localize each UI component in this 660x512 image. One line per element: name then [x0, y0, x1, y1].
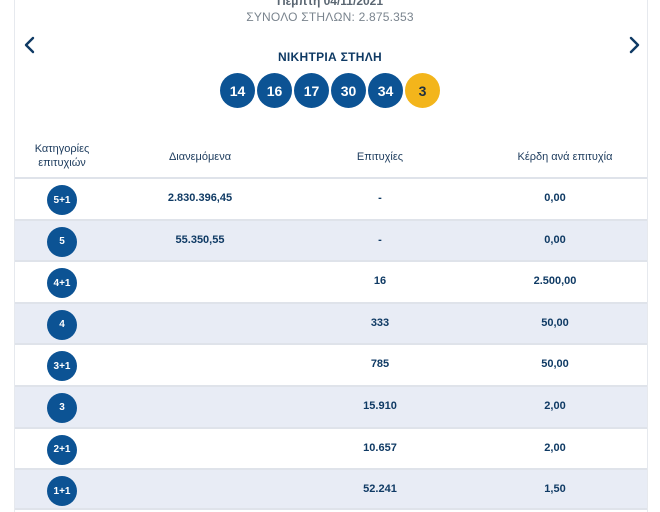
- number-ball: 16: [257, 73, 292, 108]
- prize-value: 2,00: [544, 399, 566, 412]
- distributed-value: [155, 262, 245, 301]
- chevron-right-icon: [629, 36, 640, 54]
- header-prize: Κέρδη ανά επιτυχία: [517, 151, 613, 163]
- prize-value: 2.500,00: [533, 275, 577, 288]
- prize-value: 0,00: [544, 192, 566, 204]
- prize-value: 0,00: [544, 233, 566, 246]
- previous-draw-button[interactable]: [18, 33, 42, 57]
- table-row: 5+1 2.830.396,45 - 0,00: [15, 177, 647, 219]
- table-row: 2+1 10.657 2,00: [15, 426, 647, 469]
- distributed-value: [155, 345, 245, 384]
- category-badge: 4+1: [47, 268, 77, 299]
- header-winners: Επιτυχίες: [356, 151, 404, 163]
- prize-value: 1,50: [544, 483, 566, 496]
- number-ball: 17: [294, 73, 329, 108]
- distributed-value: 2.830.396,45: [167, 192, 233, 204]
- winners-value: 785: [370, 358, 390, 371]
- results-table: 5+1 2.830.396,45 - 0,00 5 55.350,55 - 0,…: [15, 177, 647, 510]
- winners-value: 10.657: [363, 441, 397, 454]
- distributed-value: [155, 470, 245, 509]
- winners-value: 333: [370, 316, 390, 329]
- header-category: Κατηγορίες επιτυχιών: [34, 143, 90, 169]
- winners-value: 52.241: [363, 483, 397, 496]
- distributed-value: [155, 429, 245, 468]
- prize-value: 50,00: [541, 316, 569, 329]
- winners-value: 16: [373, 275, 387, 288]
- table-row: 1+1 52.241 1,50: [15, 468, 647, 510]
- distributed-value: [155, 387, 245, 426]
- table-header: Κατηγορίες επιτυχιών Διανεμόμενα Επιτυχί…: [15, 142, 647, 178]
- chevron-left-icon: [24, 36, 35, 54]
- draw-date: Πέμπτη 04/11/2021: [276, 0, 384, 8]
- category-badge: 3+1: [47, 351, 77, 382]
- category-badge: 3: [47, 392, 77, 423]
- winners-value: 15.910: [363, 399, 397, 412]
- winners-value: -: [378, 233, 382, 246]
- table-row: 4 333 50,00: [15, 301, 647, 344]
- winners-value: -: [378, 192, 382, 204]
- table-row: 3+1 785 50,00: [15, 343, 647, 385]
- number-ball: 14: [220, 73, 255, 108]
- next-draw-button[interactable]: [622, 33, 646, 57]
- category-badge: 2+1: [47, 434, 77, 465]
- table-row: 5 55.350,55 - 0,00: [15, 218, 647, 261]
- prize-value: 50,00: [541, 358, 569, 371]
- category-badge: 4: [47, 309, 77, 340]
- prize-value: 2,00: [544, 441, 566, 454]
- winning-numbers: 14 16 17 30 34 3: [220, 73, 440, 109]
- distributed-value: [155, 304, 245, 343]
- joker-ball: 3: [405, 73, 440, 108]
- category-badge: 5+1: [47, 185, 77, 215]
- table-row: 3 15.910 2,00: [15, 384, 647, 427]
- number-ball: 30: [331, 73, 366, 108]
- total-columns: ΣΥΝΟΛΟ ΣΤΗΛΩΝ: 2.875.353: [246, 10, 414, 24]
- header-distributed: Διανεμόμενα: [168, 151, 232, 163]
- number-ball: 34: [368, 73, 403, 108]
- category-badge: 5: [47, 226, 77, 257]
- table-row: 4+1 16 2.500,00: [15, 260, 647, 302]
- category-badge: 1+1: [47, 476, 77, 507]
- winning-column-title: ΝΙΚΗΤΡΙΑ ΣΤΗΛΗ: [277, 50, 383, 64]
- distributed-value: 55.350,55: [175, 233, 225, 246]
